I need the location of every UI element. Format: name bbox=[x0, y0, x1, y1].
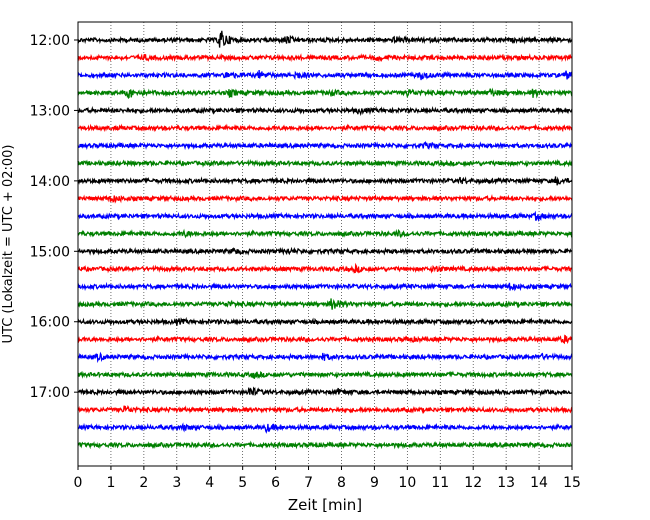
x-tick-label: 1 bbox=[106, 475, 115, 491]
trace-1515 bbox=[77, 262, 573, 274]
vertical-grid bbox=[110, 22, 540, 466]
x-tick-label: 12 bbox=[464, 475, 482, 491]
trace-1445 bbox=[77, 228, 573, 239]
x-axis: 0 1 2 3 4 5 6 7 8 9 10 11 12 13 14 15 bbox=[74, 466, 581, 491]
trace-1215 bbox=[77, 53, 573, 63]
x-tick-label: 2 bbox=[139, 475, 148, 491]
x-tick-label: 7 bbox=[304, 475, 313, 491]
x-axis-label: Zeit [min] bbox=[288, 496, 362, 514]
y-tick-label: 17:00 bbox=[30, 385, 70, 401]
trace-1545 bbox=[77, 298, 573, 310]
x-tick-label: 15 bbox=[563, 475, 581, 491]
trace-1345 bbox=[77, 158, 573, 168]
trace-1630 bbox=[77, 351, 573, 364]
x-tick-label: 14 bbox=[530, 475, 548, 491]
trace-1500 bbox=[77, 246, 573, 256]
trace-1415 bbox=[77, 193, 573, 204]
x-tick-label: 4 bbox=[205, 475, 214, 491]
trace-1600 bbox=[77, 316, 573, 327]
y-axis-label: UTC (Lokalzeit = UTC + 02:00) bbox=[1, 145, 16, 344]
trace-1400 bbox=[77, 176, 573, 186]
trace-1430 bbox=[77, 210, 573, 222]
y-tick-label: 14:00 bbox=[30, 174, 70, 190]
trace-1200 bbox=[77, 30, 573, 48]
trace-1745 bbox=[77, 440, 573, 450]
trace-1645 bbox=[77, 369, 573, 380]
trace-1300 bbox=[77, 105, 573, 117]
trace-1330 bbox=[77, 140, 573, 151]
plot-frame bbox=[77, 21, 573, 467]
trace-1230 bbox=[77, 70, 573, 81]
x-tick-label: 6 bbox=[271, 475, 280, 491]
x-tick-label: 10 bbox=[398, 475, 416, 491]
x-tick-label: 0 bbox=[74, 475, 83, 491]
y-tick-label: 13:00 bbox=[30, 103, 70, 119]
trace-1730 bbox=[77, 422, 573, 434]
x-tick-label: 13 bbox=[497, 475, 515, 491]
trace-1615 bbox=[77, 334, 573, 345]
x-tick-label: 3 bbox=[172, 475, 181, 491]
trace-1700 bbox=[77, 386, 573, 397]
trace-1245 bbox=[77, 87, 573, 100]
x-tick-label: 9 bbox=[370, 475, 379, 491]
trace-1715 bbox=[77, 405, 573, 415]
trace-group bbox=[77, 30, 573, 450]
y-axis: 12:00 13:00 14:00 15:00 16:00 17:00 bbox=[30, 33, 78, 401]
y-tick-label: 12:00 bbox=[30, 33, 70, 49]
trace-1530 bbox=[77, 281, 573, 292]
y-tick-label: 16:00 bbox=[30, 315, 70, 331]
x-tick-label: 5 bbox=[238, 475, 247, 491]
y-tick-label: 15:00 bbox=[30, 244, 70, 260]
x-tick-label: 8 bbox=[337, 475, 346, 491]
trace-1315 bbox=[77, 123, 573, 133]
x-tick-label: 11 bbox=[431, 475, 449, 491]
